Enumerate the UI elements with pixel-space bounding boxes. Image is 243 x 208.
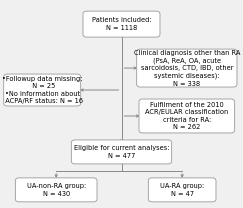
Text: •Followup data missing:
  N = 25
•No information about
  ACPA/RF status: N = 16: •Followup data missing: N = 25 •No infor…: [1, 76, 83, 104]
FancyBboxPatch shape: [148, 178, 216, 202]
FancyBboxPatch shape: [15, 178, 97, 202]
Text: UA-RA group:
N = 47: UA-RA group: N = 47: [160, 183, 204, 197]
Text: Eligible for current analyses:
N = 477: Eligible for current analyses: N = 477: [74, 145, 169, 159]
FancyBboxPatch shape: [83, 11, 160, 37]
FancyBboxPatch shape: [4, 74, 81, 106]
Text: UA-non-RA group:
N = 430: UA-non-RA group: N = 430: [26, 183, 86, 197]
FancyBboxPatch shape: [139, 99, 235, 133]
Text: Fulfilment of the 2010
ACR/EULAR classification
criteria for RA:
N = 262: Fulfilment of the 2010 ACR/EULAR classif…: [145, 102, 228, 130]
FancyBboxPatch shape: [71, 140, 172, 164]
FancyBboxPatch shape: [137, 49, 237, 87]
Text: Patients included:
N = 1118: Patients included: N = 1118: [92, 17, 151, 31]
Text: Clinical diagnosis other than RA
(PsA, ReA, OA, acute
sarcoidosis, CTD, IBD, oth: Clinical diagnosis other than RA (PsA, R…: [134, 50, 240, 87]
